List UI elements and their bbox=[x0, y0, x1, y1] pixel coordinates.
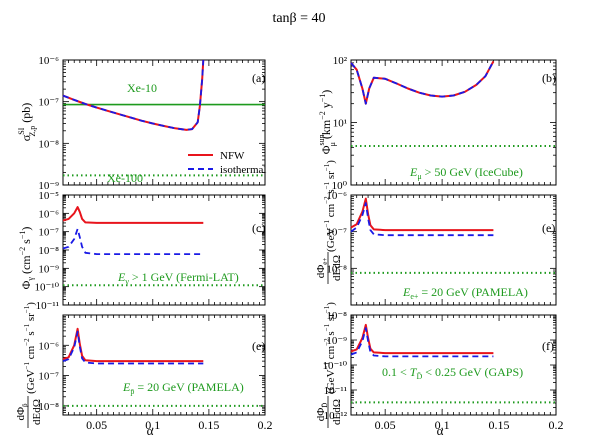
svg-text:dEdΩ: dEdΩ bbox=[31, 399, 43, 425]
bound-label-gaps: 0.1 < TD̄ < 0.25 GeV (GAPS) bbox=[382, 365, 523, 381]
ylabel-d: dΦe+ dEdΩ (GeV−1 cm−2 s−1 sr−1) bbox=[315, 160, 343, 284]
ytick-label: 10⁻⁸ bbox=[326, 263, 347, 275]
ytick-label: 10⁻¹¹ bbox=[36, 300, 59, 312]
panel-f: 0.05 0.1 0.15 0.2 10⁻¹² 10⁻¹¹ 10⁻¹⁰ 10⁻⁹ 10⁻⁸ (f… bbox=[315, 302, 564, 438]
series-isothermal-line bbox=[350, 60, 495, 105]
ytick-label: 10⁻⁵ bbox=[38, 190, 59, 202]
series-isothermal-line bbox=[62, 228, 204, 256]
ytick-label: 10⁻⁷ bbox=[38, 227, 59, 239]
bound-label-pamela-antiproton: Ep̄ = 20 GeV (PAMELA) bbox=[122, 380, 244, 396]
xtick-label: 0.1 bbox=[145, 418, 160, 432]
legend-nfw-label: NFW bbox=[220, 150, 245, 162]
bound-label-xe10: Xe-10 bbox=[127, 81, 157, 95]
ytick-label: 10⁻¹⁰ bbox=[34, 282, 59, 294]
legend-isothermal-label: isothermal bbox=[220, 164, 266, 176]
plot-area-f: 0.05 0.1 0.15 0.2 10⁻¹² 10⁻¹¹ 10⁻¹⁰ 10⁻⁹ 10⁻⁸ bbox=[322, 310, 563, 432]
plot-area-e: 0.05 0.1 0.15 0.2 10⁻⁸ 10⁻⁷ 10⁻⁶ bbox=[38, 314, 273, 432]
svg-text:dΦD̄: dΦD̄ bbox=[315, 403, 329, 422]
series-nfw-line bbox=[350, 323, 494, 355]
xlabel-f: α bbox=[437, 423, 444, 438]
xtick-label: 0.2 bbox=[549, 418, 564, 432]
ytick-label: 10¹ bbox=[333, 118, 347, 130]
ytick-label: 10⁻¹² bbox=[324, 410, 348, 422]
figure-title: tanβ = 40 bbox=[272, 11, 325, 26]
svg-text:(GeV−1 cm−2 s−1 sr−1): (GeV−1 cm−2 s−1 sr−1) bbox=[323, 302, 337, 394]
ytick-label: 10⁻⁷ bbox=[38, 97, 59, 109]
ytick-label: 10⁻⁸ bbox=[38, 138, 59, 150]
bound-label-xe100: Xe-100 bbox=[107, 171, 143, 185]
panel-label-f: (f) bbox=[542, 339, 554, 353]
plot-area-d: 10⁻⁸ 10⁻⁷ 10⁻⁶ bbox=[326, 190, 557, 306]
svg-text:dΦe+: dΦe+ bbox=[315, 258, 329, 279]
xtick-label: 0.15 bbox=[489, 418, 510, 432]
svg-text:(GeV−1 cm−2 s−1 sr−1): (GeV−1 cm−2 s−1 sr−1) bbox=[323, 160, 337, 252]
panel-b: 10⁰ 10¹ 10² (b) Eμ > 50 GeV (IceCube) Φsun… bbox=[317, 55, 557, 192]
svg-text:dΦp̄: dΦp̄ bbox=[15, 403, 29, 421]
panel-label-b: (b) bbox=[542, 71, 556, 85]
plot-area-a: 10⁻⁹ 10⁻⁸ 10⁻⁷ 10⁻⁶ bbox=[38, 55, 266, 192]
panel-d: 10⁻⁸ 10⁻⁷ 10⁻⁶ (e) Ee+ = 20 GeV (PAMELA) d… bbox=[315, 160, 557, 306]
axes-frame-c bbox=[62, 194, 266, 306]
xtick-label: 0.05 bbox=[375, 418, 396, 432]
ytick-label: 10⁻⁹ bbox=[38, 263, 59, 275]
ytick-label: 10⁻⁷ bbox=[326, 227, 347, 239]
axes-frame-e bbox=[62, 314, 266, 416]
panel-a: 10⁻⁹ 10⁻⁸ 10⁻⁷ 10⁻⁶ (a) Xe-10 Xe-100 NFW is… bbox=[17, 55, 266, 192]
xtick-label: 0.15 bbox=[198, 418, 219, 432]
ylabel-e: dΦp̄ dEdΩ (GeV−1 cm−2 s−1 sr−1) bbox=[15, 302, 43, 428]
svg-text:dEdΩ: dEdΩ bbox=[331, 399, 343, 425]
xtick-label: 0.1 bbox=[435, 418, 450, 432]
ytick-label: 10⁻¹⁰ bbox=[322, 360, 347, 372]
ylabel-b: Φsun μ (km−2 y−1) bbox=[317, 90, 337, 155]
ylabel-a: σSI Z,p (pb) bbox=[17, 103, 37, 141]
series-nfw-line bbox=[62, 327, 204, 363]
series-isothermal-line bbox=[350, 327, 494, 358]
plot-area-b: 10⁰ 10¹ 10² bbox=[332, 55, 557, 192]
ytick-label: 10² bbox=[333, 55, 348, 67]
ytick-label: 10⁻⁸ bbox=[38, 401, 59, 413]
xtick-label: 0.05 bbox=[86, 418, 107, 432]
ytick-label: 10⁰ bbox=[332, 180, 348, 192]
ylabel-f: dΦD̄ dEdΩ (GeV−1 cm−2 s−1 sr−1) bbox=[315, 302, 343, 428]
ytick-label: 10⁻⁶ bbox=[326, 190, 347, 202]
series-nfw-line bbox=[62, 206, 204, 224]
ytick-label: 10⁻¹¹ bbox=[324, 385, 347, 397]
ytick-label: 10⁻⁸ bbox=[38, 245, 59, 257]
xtick-label: 0.2 bbox=[258, 418, 273, 432]
ytick-label: 10⁻⁸ bbox=[326, 310, 347, 322]
panel-label-e: (e) bbox=[252, 339, 265, 353]
svg-text:dEdΩ: dEdΩ bbox=[331, 255, 343, 281]
bound-label-icecube: Eμ > 50 GeV (IceCube) bbox=[409, 165, 523, 181]
panel-label-a: (a) bbox=[252, 71, 265, 85]
plot-area-c: 10⁻¹¹ 10⁻¹⁰ 10⁻⁹ 10⁻⁸ 10⁻⁷ 10⁻⁶ 10⁻⁵ bbox=[34, 190, 266, 312]
series-nfw-line bbox=[350, 60, 495, 105]
svg-text:(GeV−1 cm−2 s−1 sr−1): (GeV−1 cm−2 s−1 sr−1) bbox=[23, 302, 37, 394]
ylabel-c: Φγ (cm−2 s−1) bbox=[18, 227, 35, 290]
panel-label-c: (c) bbox=[252, 221, 265, 235]
ytick-label: 10⁻⁶ bbox=[38, 208, 59, 220]
bound-label-pamela-positron: Ee+ = 20 GeV (PAMELA) bbox=[402, 285, 528, 301]
ytick-label: 10⁻⁹ bbox=[38, 180, 59, 192]
series-isothermal-line bbox=[350, 202, 494, 237]
series-isothermal-line bbox=[62, 59, 205, 131]
ytick-label: 10⁻⁹ bbox=[326, 335, 347, 347]
bound-label-fermi: Eγ > 1 GeV (Fermi-LAT) bbox=[117, 270, 239, 286]
panel-label-d: (e) bbox=[542, 221, 555, 235]
panel-e: 0.05 0.1 0.15 0.2 10⁻⁸ 10⁻⁷ 10⁻⁶ (e) Ep̄ = 20 … bbox=[15, 302, 273, 438]
ytick-label: 10⁻⁶ bbox=[38, 340, 59, 352]
panel-c: 10⁻¹¹ 10⁻¹⁰ 10⁻⁹ 10⁻⁸ 10⁻⁷ 10⁻⁶ 10⁻⁵ (c) Eγ > … bbox=[18, 190, 266, 312]
legend: NFW isothermal bbox=[188, 150, 266, 176]
ytick-label: 10⁻⁶ bbox=[38, 55, 59, 67]
ytick-label: 10⁻⁷ bbox=[38, 371, 59, 383]
series-nfw-line bbox=[350, 197, 494, 232]
xlabel-e: α bbox=[147, 423, 154, 438]
series-isothermal-line bbox=[62, 330, 204, 365]
